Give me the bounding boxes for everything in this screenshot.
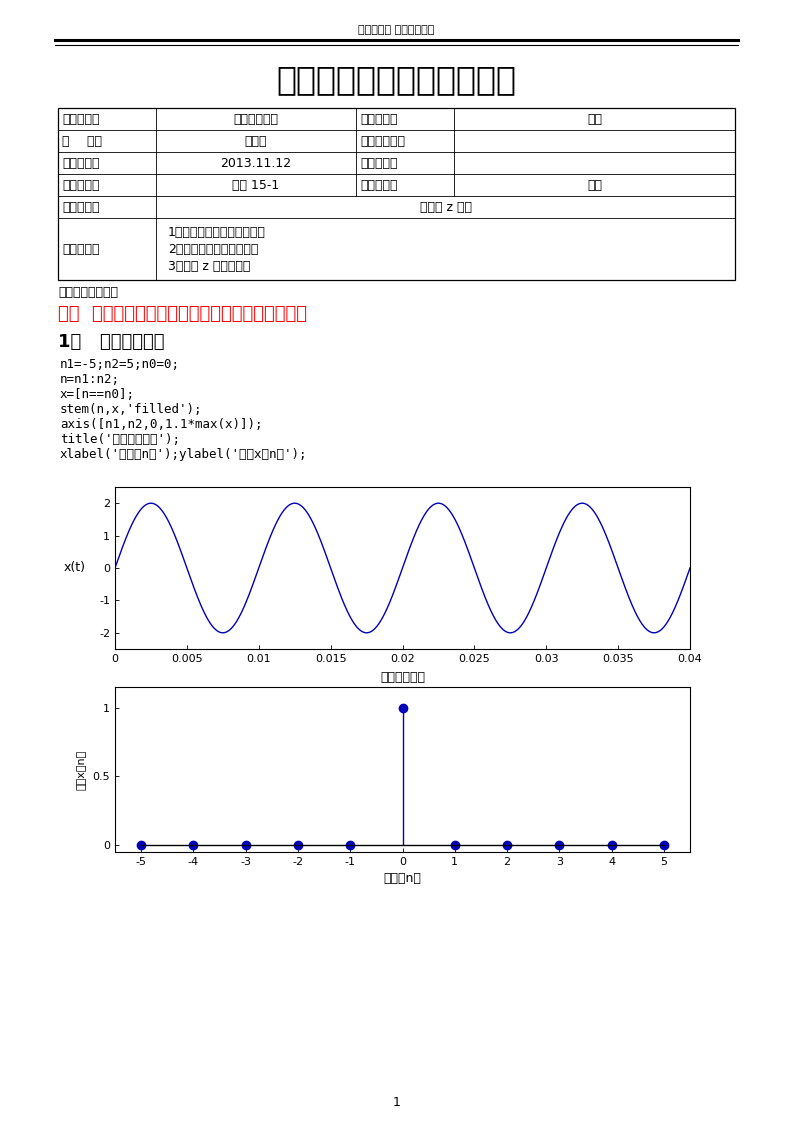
Text: 实验名称：: 实验名称： bbox=[62, 201, 99, 213]
Text: 逸夫楼: 逸夫楼 bbox=[245, 135, 267, 147]
Text: 卷积和 z 变换: 卷积和 z 变换 bbox=[419, 201, 472, 213]
Text: xlabel('时间（n）');ylabel('幅度x（n）');: xlabel('时间（n）');ylabel('幅度x（n）'); bbox=[60, 448, 308, 460]
Text: 2、掌握卷积的原理及应用: 2、掌握卷积的原理及应用 bbox=[168, 242, 259, 256]
Bar bbox=[58, 108, 735, 280]
Text: 2013.11.12: 2013.11.12 bbox=[220, 156, 292, 169]
Text: 塔里木大学 信息工程学院: 塔里木大学 信息工程学院 bbox=[358, 25, 435, 35]
Text: 实验班级：: 实验班级： bbox=[62, 178, 99, 192]
Text: 学生姓名：: 学生姓名： bbox=[360, 178, 397, 192]
Text: 实验日期：: 实验日期： bbox=[62, 156, 99, 169]
Text: stem(n,x,'filled');: stem(n,x,'filled'); bbox=[60, 403, 202, 415]
Text: 计算机编号：: 计算机编号： bbox=[360, 135, 405, 147]
Text: x=[n==n0];: x=[n==n0]; bbox=[60, 387, 135, 401]
Text: 1、掌握离散序列的基本运算: 1、掌握离散序列的基本运算 bbox=[168, 226, 266, 239]
Text: 3、掌握 z 变换的应用: 3、掌握 z 变换的应用 bbox=[168, 259, 251, 273]
Text: title('单位脉冲序列');: title('单位脉冲序列'); bbox=[60, 432, 180, 445]
Text: n1=-5;n2=5;n0=0;: n1=-5;n2=5;n0=0; bbox=[60, 358, 180, 370]
Text: 任课教师：: 任课教师： bbox=[360, 112, 397, 126]
Text: 方刚: 方刚 bbox=[587, 178, 602, 192]
Y-axis label: 幅度x（n）: 幅度x（n） bbox=[77, 749, 87, 790]
X-axis label: 时间（n）: 时间（n） bbox=[384, 873, 421, 885]
Text: 1、   单位抽样序列: 1、 单位抽样序列 bbox=[58, 333, 164, 351]
Text: 实验目的：: 实验目的： bbox=[62, 242, 99, 256]
Text: 数字信号处理课程实验报告: 数字信号处理课程实验报告 bbox=[277, 64, 516, 96]
Text: 实验成绩：: 实验成绩： bbox=[360, 156, 397, 169]
Text: 1: 1 bbox=[393, 1095, 400, 1109]
Text: 姚娜: 姚娜 bbox=[587, 112, 602, 126]
Y-axis label: x(t): x(t) bbox=[63, 561, 86, 574]
Text: axis([n1,n2,0,1.1*max(x)]);: axis([n1,n2,0,1.1*max(x)]); bbox=[60, 417, 262, 431]
Title: 单位脉冲序列: 单位脉冲序列 bbox=[380, 671, 425, 684]
Text: 课程名称：: 课程名称： bbox=[62, 112, 99, 126]
Text: n=n1:n2;: n=n1:n2; bbox=[60, 373, 120, 386]
Text: 实验步骤与内容：: 实验步骤与内容： bbox=[58, 285, 118, 298]
Text: 数字信号处理: 数字信号处理 bbox=[233, 112, 278, 126]
Text: 一、  通过以下两个例子，了解常用离散序列的产生: 一、 通过以下两个例子，了解常用离散序列的产生 bbox=[58, 305, 307, 323]
Text: 通信 15-1: 通信 15-1 bbox=[232, 178, 280, 192]
Text: 机    房：: 机 房： bbox=[62, 135, 102, 147]
